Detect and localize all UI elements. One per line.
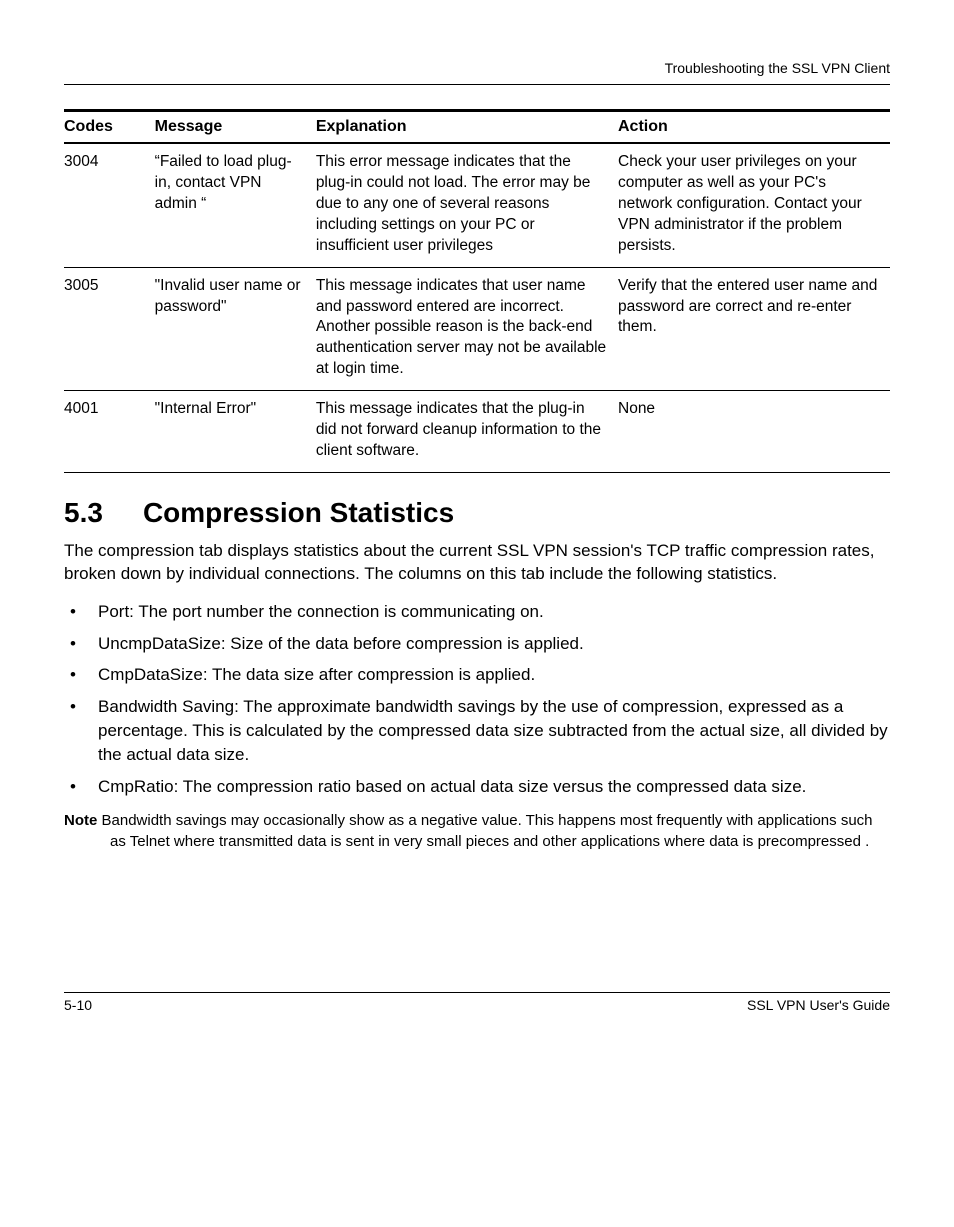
cell-code: 3005 [64, 267, 155, 391]
table-row: 3004 “Failed to load plug-in, contact VP… [64, 143, 890, 267]
error-codes-table: Codes Message Explanation Action 3004 “F… [64, 109, 890, 473]
page-footer: 5-10 SSL VPN User's Guide [64, 997, 890, 1013]
cell-message: "Internal Error" [155, 391, 316, 473]
cell-action: Verify that the entered user name and pa… [618, 267, 890, 391]
cell-action: None [618, 391, 890, 473]
note-block: Note Bandwidth savings may occasionally … [64, 810, 890, 852]
table-header-row: Codes Message Explanation Action [64, 111, 890, 144]
list-item: CmpRatio: The compression ratio based on… [64, 775, 890, 799]
footer-rule [64, 992, 890, 993]
cell-explanation: This message indicates that user name an… [316, 267, 618, 391]
list-item: UncmpDataSize: Size of the data before c… [64, 632, 890, 656]
col-header-codes: Codes [64, 111, 155, 144]
note-text: Bandwidth savings may occasionally show … [102, 812, 873, 850]
section-number: 5.3 [64, 497, 103, 529]
section-heading: 5.3 Compression Statistics [64, 497, 890, 529]
cell-code: 3004 [64, 143, 155, 267]
table-row: 4001 "Internal Error" This message indic… [64, 391, 890, 473]
table-row: 3005 "Invalid user name or password" Thi… [64, 267, 890, 391]
note-label: Note [64, 812, 97, 829]
cell-explanation: This message indicates that the plug-in … [316, 391, 618, 473]
cell-message: “Failed to load plug-in, contact VPN adm… [155, 143, 316, 267]
cell-explanation: This error message indicates that the pl… [316, 143, 618, 267]
header-rule [64, 84, 890, 85]
cell-code: 4001 [64, 391, 155, 473]
col-header-action: Action [618, 111, 890, 144]
section-intro: The compression tab displays statistics … [64, 539, 890, 586]
running-header: Troubleshooting the SSL VPN Client [64, 60, 890, 76]
col-header-message: Message [155, 111, 316, 144]
cell-action: Check your user privileges on your compu… [618, 143, 890, 267]
footer-doc-title: SSL VPN User's Guide [747, 997, 890, 1013]
col-header-explanation: Explanation [316, 111, 618, 144]
list-item: Port: The port number the connection is … [64, 600, 890, 624]
list-item: Bandwidth Saving: The approximate bandwi… [64, 695, 890, 766]
cell-message: "Invalid user name or password" [155, 267, 316, 391]
stat-list: Port: The port number the connection is … [64, 600, 890, 799]
section-title: Compression Statistics [143, 497, 454, 528]
list-item: CmpDataSize: The data size after compres… [64, 663, 890, 687]
footer-page-number: 5-10 [64, 997, 92, 1013]
